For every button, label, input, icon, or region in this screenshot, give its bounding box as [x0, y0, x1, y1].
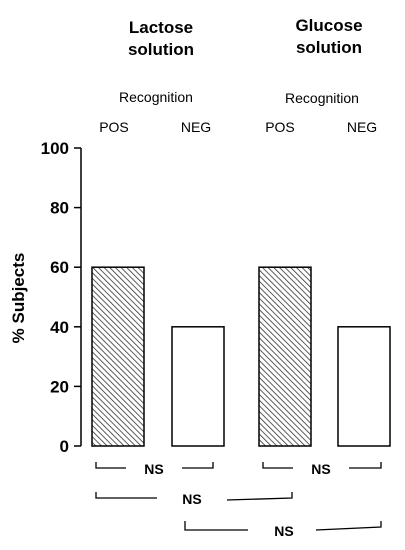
comparison-bracket-lactose	[95, 462, 214, 469]
comparison-bracket-neg	[184, 521, 382, 531]
group-title-glucose-line1: Glucose	[295, 16, 362, 35]
y-axis-label: % Subjects	[9, 253, 28, 344]
comparison-bracket-pos	[95, 492, 293, 501]
bar-lactose-neg	[171, 326, 225, 447]
group-title-lactose-line2: solution	[128, 40, 194, 59]
category-label-lactose-pos: POS	[99, 119, 129, 135]
y-tick-label: 40	[50, 318, 69, 337]
comparison-label-neg: NS	[274, 523, 293, 539]
y-tick-label: 0	[60, 437, 69, 456]
category-label-lactose-neg: NEG	[181, 119, 211, 135]
y-tick-label: 20	[50, 377, 69, 396]
comparison-label-pos: NS	[182, 491, 201, 507]
y-tick-label: 80	[50, 199, 69, 218]
group-subtitle-lactose: Recognition	[119, 89, 193, 105]
comparison-bracket-glucose	[262, 462, 382, 469]
comparison-label-glucose: NS	[311, 461, 330, 477]
bars	[91, 266, 391, 447]
category-label-glucose-pos: POS	[265, 119, 295, 135]
group-subtitle-glucose: Recognition	[285, 90, 359, 106]
y-tick-label: 100	[41, 139, 69, 158]
group-title-lactose-line1: Lactose	[129, 18, 193, 37]
y-ticks: 0 20 40 60 80 100	[41, 139, 81, 456]
comparison-label-lactose: NS	[144, 461, 163, 477]
category-label-glucose-neg: NEG	[347, 119, 377, 135]
bar-lactose-pos	[91, 266, 145, 447]
bar-glucose-neg	[337, 326, 391, 447]
group-title-glucose-line2: solution	[296, 38, 362, 57]
bar-glucose-pos	[258, 266, 312, 447]
y-tick-label: 60	[50, 258, 69, 277]
